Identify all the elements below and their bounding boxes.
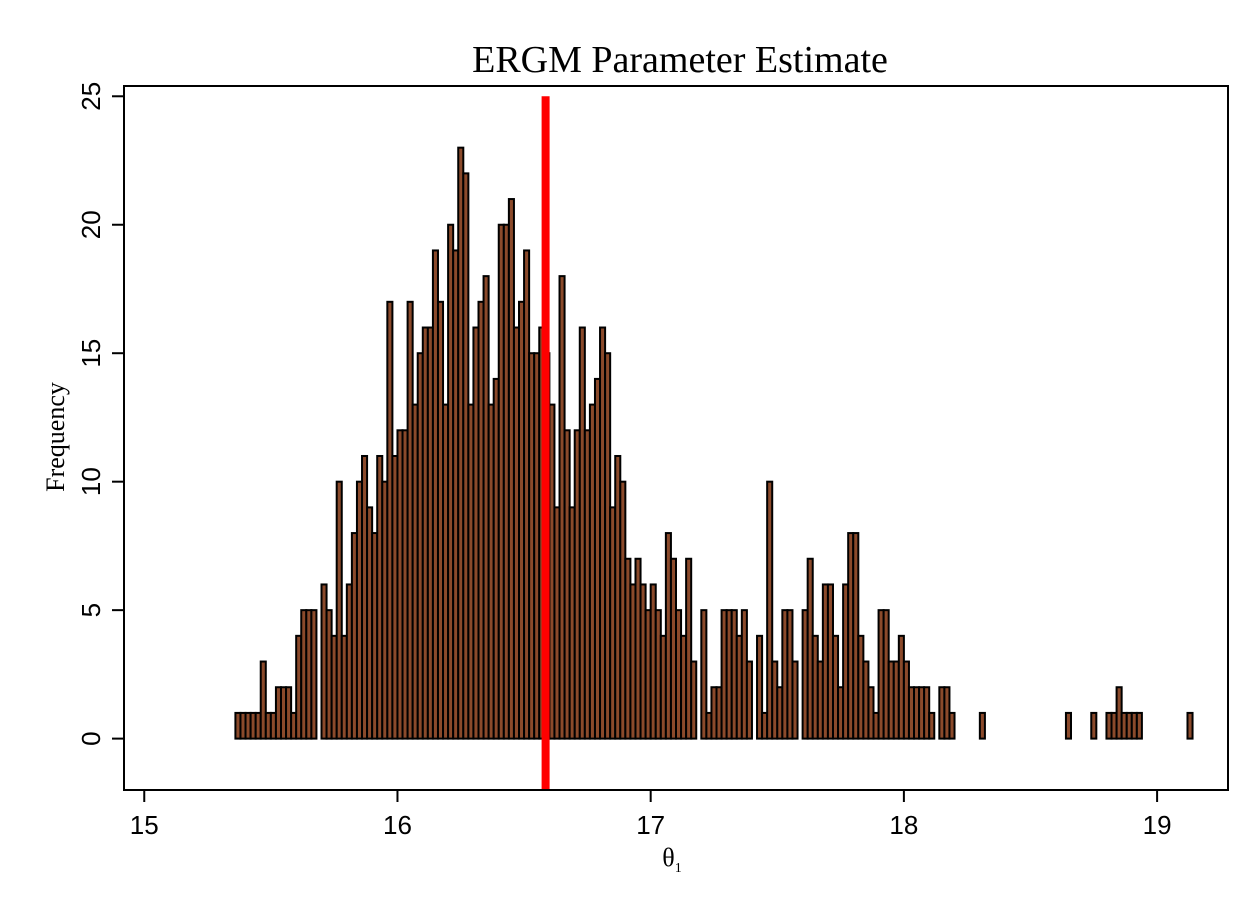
axes: 15 16 17 18 19 0 5 10 15 20 25 <box>76 82 1229 840</box>
histogram-bar <box>791 660 799 740</box>
plot-frame <box>123 85 1229 791</box>
x-axis-label-symbol: θ <box>662 843 674 872</box>
histogram-bar <box>1090 711 1098 740</box>
histogram-bar <box>259 660 267 740</box>
histogram-bar <box>978 711 986 740</box>
histogram-bar <box>335 480 343 740</box>
x-tick-label: 17 <box>636 810 665 840</box>
y-tick-label: 0 <box>76 731 106 745</box>
y-tick-label: 10 <box>76 467 106 496</box>
y-axis-label: Frequency <box>41 382 70 492</box>
histogram-bar <box>685 557 693 740</box>
histogram-bar <box>700 609 708 740</box>
x-tick-label: 18 <box>889 810 918 840</box>
y-tick-label: 20 <box>76 210 106 239</box>
histogram-bar <box>1135 711 1143 740</box>
x-tick-label: 16 <box>383 810 412 840</box>
histogram-bar <box>948 711 956 740</box>
x-tick-label: 15 <box>130 810 159 840</box>
y-tick-label: 5 <box>76 603 106 617</box>
x-axis-label: θ1 <box>662 843 681 876</box>
histogram-bar <box>1064 711 1072 740</box>
x-axis-label-subscript: 1 <box>675 861 682 876</box>
chart-title: ERGM Parameter Estimate <box>472 39 888 81</box>
histogram-bar <box>1186 711 1194 740</box>
histogram-bars <box>234 146 1194 740</box>
histogram-bar <box>690 660 698 740</box>
histogram-bar <box>745 660 753 740</box>
histogram-bar <box>310 609 318 740</box>
x-tick-label: 19 <box>1143 810 1172 840</box>
y-tick-label: 25 <box>76 82 106 111</box>
histogram-bar <box>756 634 764 740</box>
histogram-bar <box>928 711 936 740</box>
y-tick-label: 15 <box>76 339 106 368</box>
histogram-bar <box>766 480 774 740</box>
